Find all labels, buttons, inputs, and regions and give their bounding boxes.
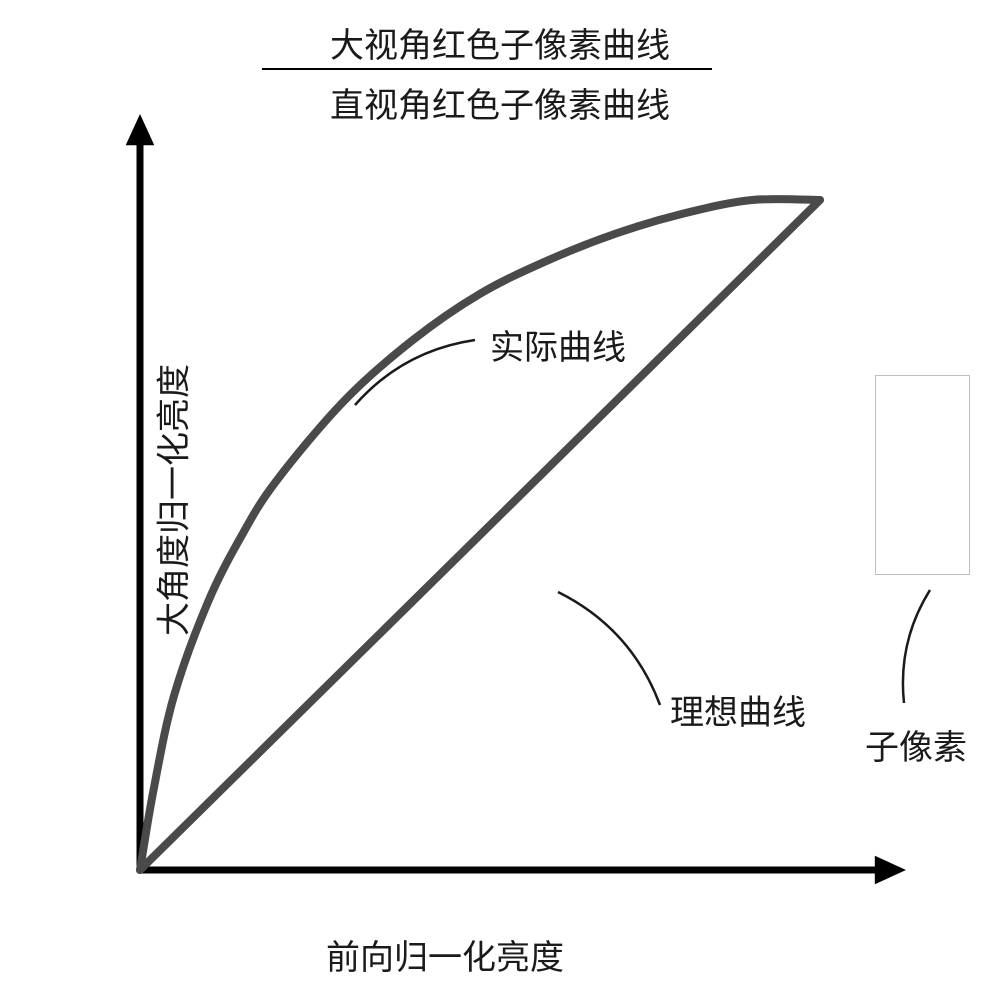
x-axis-label: 前向归一化亮度 [0,930,890,979]
chart-title-numerator: 大视角红色子像素曲线 [0,18,1000,67]
subpixel-rectangle [875,375,970,575]
chart-title-denominator: 直视角红色子像素曲线 [0,78,1000,127]
chart-plot-area [90,130,890,900]
leader-line [903,590,930,703]
actual-curve-label: 实际曲线 [490,320,626,369]
ideal-curve-label: 理想曲线 [670,685,806,734]
subpixel-label: 子像素 [865,720,967,769]
leader-line [558,592,660,705]
chart-title-fraction-rule [262,68,712,70]
